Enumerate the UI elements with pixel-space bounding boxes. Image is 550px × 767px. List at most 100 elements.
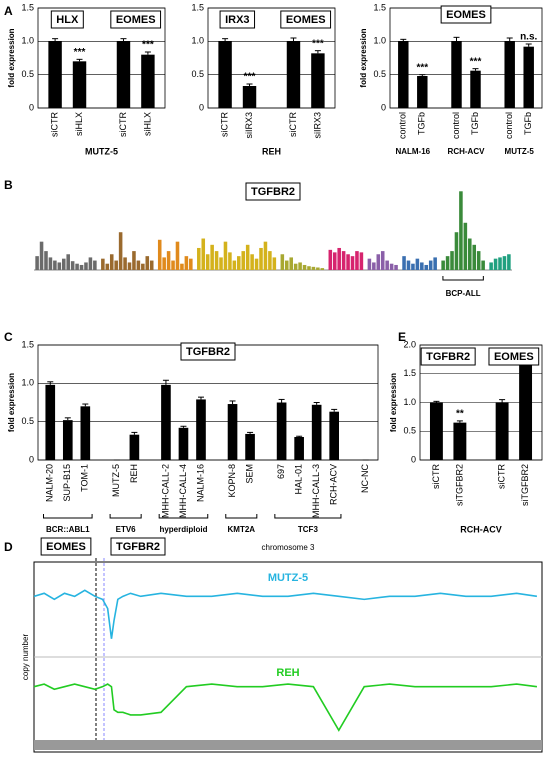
bar	[451, 41, 462, 109]
bar	[293, 263, 298, 270]
bar	[472, 244, 477, 270]
ideogram	[34, 740, 542, 750]
bar	[180, 263, 184, 270]
bar	[359, 252, 364, 270]
bar	[468, 238, 472, 270]
bar	[493, 258, 498, 270]
bar	[178, 427, 189, 460]
y-tick-label: 0.5	[21, 69, 34, 79]
y-tick-label: 0	[199, 102, 204, 112]
x-tick-label: REH	[129, 464, 139, 483]
bar	[519, 365, 533, 460]
y-tick-label: 1.5	[21, 2, 34, 12]
group-label: TCF3	[298, 525, 319, 534]
bar	[136, 260, 141, 270]
gene-box	[110, 10, 162, 29]
group-label: MUTZ-5	[505, 147, 535, 156]
group-bracket	[274, 514, 342, 519]
group-bracket	[225, 514, 258, 519]
bar	[328, 249, 333, 270]
x-tick-label: 697	[276, 464, 286, 479]
significance: ***	[244, 72, 256, 83]
y-tick-label: 1.5	[403, 368, 416, 378]
bar	[157, 239, 162, 270]
bar	[161, 384, 171, 460]
gene-box-label: TGFBR2	[116, 541, 160, 553]
bar	[394, 264, 398, 270]
bar	[420, 262, 424, 270]
bar	[284, 260, 289, 270]
x-tick-label: control	[451, 112, 461, 139]
bar	[48, 41, 62, 109]
bar	[101, 258, 105, 270]
x-tick-label: siTGFBR2	[520, 464, 530, 506]
title-box	[180, 342, 236, 361]
bar	[62, 420, 73, 460]
x-tick-label: SUP-B15	[62, 464, 72, 502]
x-tick-label: MHH-CALL-3	[311, 464, 321, 518]
bar	[105, 263, 110, 270]
bar	[459, 191, 463, 270]
gene-box	[420, 347, 476, 366]
gene-box-label: HLX	[56, 14, 79, 26]
panel-letter: E	[398, 330, 406, 344]
bar	[145, 256, 150, 270]
bar	[237, 256, 241, 270]
bar	[141, 263, 145, 270]
x-tick-label: siCTR	[431, 464, 441, 489]
bar	[523, 46, 534, 108]
bar	[72, 61, 87, 108]
x-axis-label: RCH-ACV	[460, 524, 502, 534]
bar	[289, 257, 293, 270]
bar	[79, 264, 84, 270]
bar	[197, 247, 201, 270]
bar	[162, 257, 166, 270]
gene-box	[280, 10, 332, 29]
y-tick-label: 1.0	[191, 36, 204, 46]
y-tick-label: 0	[381, 102, 386, 112]
bar	[302, 264, 307, 270]
x-axis-label: MUTZ-5	[85, 146, 118, 156]
y-axis-label: copy number	[21, 634, 30, 681]
bar	[311, 404, 322, 460]
bar	[429, 402, 443, 460]
bar	[286, 41, 301, 109]
x-tick-label: siHLX	[74, 112, 84, 136]
gene-box-label: TGFBR2	[426, 351, 470, 363]
bar	[232, 260, 237, 270]
bar	[116, 41, 131, 109]
y-axis-label: fold expression	[359, 28, 368, 87]
x-tick-label: siHLX	[142, 112, 152, 136]
bar	[470, 70, 481, 108]
bar	[454, 232, 459, 270]
gene-box	[110, 537, 166, 556]
x-tick-label: SEM	[244, 464, 254, 484]
y-tick-label: 1.5	[191, 2, 204, 12]
panel-letter: B	[4, 178, 13, 192]
y-axis-label: fold expression	[389, 373, 398, 432]
y-tick-label: 0.5	[373, 69, 386, 79]
significance: ***	[142, 40, 154, 51]
y-axis-label: fold expression	[7, 28, 16, 87]
gene-box	[488, 347, 540, 366]
x-tick-label: siCTR	[49, 112, 59, 137]
x-tick-label: siCTR	[288, 112, 298, 137]
bar	[210, 244, 214, 270]
bar	[218, 41, 232, 109]
bar	[109, 254, 114, 270]
significance: n.s.	[520, 32, 537, 43]
bar	[504, 41, 515, 109]
group-label: NALM-16	[395, 147, 430, 156]
bar	[441, 260, 445, 270]
gene-box-label: EOMES	[116, 14, 156, 26]
bar	[245, 244, 250, 270]
bar	[489, 262, 493, 270]
bar	[376, 254, 381, 270]
y-tick-label: 2.0	[403, 339, 416, 349]
x-tick-label: NALM-20	[45, 464, 55, 502]
bar	[415, 258, 420, 270]
bar	[227, 404, 238, 460]
bar	[380, 251, 385, 270]
bar	[53, 260, 57, 270]
significance: **	[456, 409, 464, 420]
